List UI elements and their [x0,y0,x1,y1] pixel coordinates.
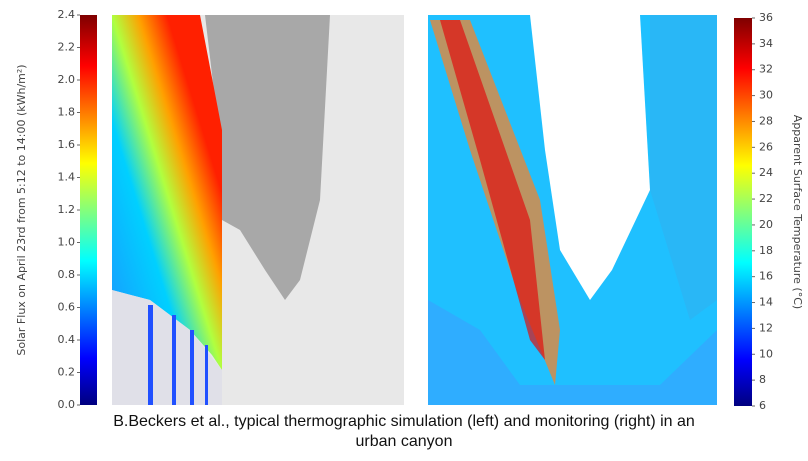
tick-label: 1.8 [58,106,76,119]
tick-label: 18 [759,244,773,257]
left-colorbar [80,15,97,405]
left-image [112,15,404,405]
tick-label: 26 [759,140,773,153]
tick-label: 1.0 [58,236,76,249]
tick-label: 30 [759,89,773,102]
figure-graphics: 0.0 0.2 0.4 0.6 0.8 1.0 1.2 1.4 1.6 1.8 2.0 2.2 2.4 S… [0,0,808,410]
tick-label: 34 [759,37,773,50]
figure: 0.0 0.2 0.4 0.6 0.8 1.0 1.2 1.4 1.6 1.8 2.0 2.2 2.4 S… [0,0,808,461]
tick-label: 2.2 [58,41,76,54]
caption-line: B.Beckers et al., typical thermographic … [0,413,808,431]
tick-label: 0.6 [58,301,76,314]
tick-label: 24 [759,166,773,179]
tick-label: 6 [759,399,766,410]
tick-label: 22 [759,192,773,205]
tick-label: 0.0 [58,398,76,410]
tick-label: 1.6 [58,138,76,151]
tick-label: 0.8 [58,268,76,281]
tick-label: 36 [759,11,773,24]
tick-label: 12 [759,321,773,334]
tick-label: 14 [759,296,773,309]
tick-label: 32 [759,63,773,76]
tick-label: 16 [759,270,773,283]
tick-label: 0.2 [58,366,76,379]
tick-label: 10 [759,347,773,360]
right-colorbar [734,18,752,406]
tick-label: 1.4 [58,171,76,184]
tick-label: 28 [759,114,773,127]
tick-label: 1.2 [58,203,76,216]
colorbar-label: Solar Flux on April 23rd from 5:12 to 14… [15,64,28,355]
tick-label: 0.4 [58,333,76,346]
colorbar-label: Apparent Surface Temperature (°C) [791,115,804,309]
tick-label: 2.4 [58,8,76,21]
caption-line: urban canyon [0,433,808,451]
tick-label: 8 [759,373,766,386]
tick-label: 20 [759,218,773,231]
tick-label: 2.0 [58,73,76,86]
right-image [428,15,717,405]
